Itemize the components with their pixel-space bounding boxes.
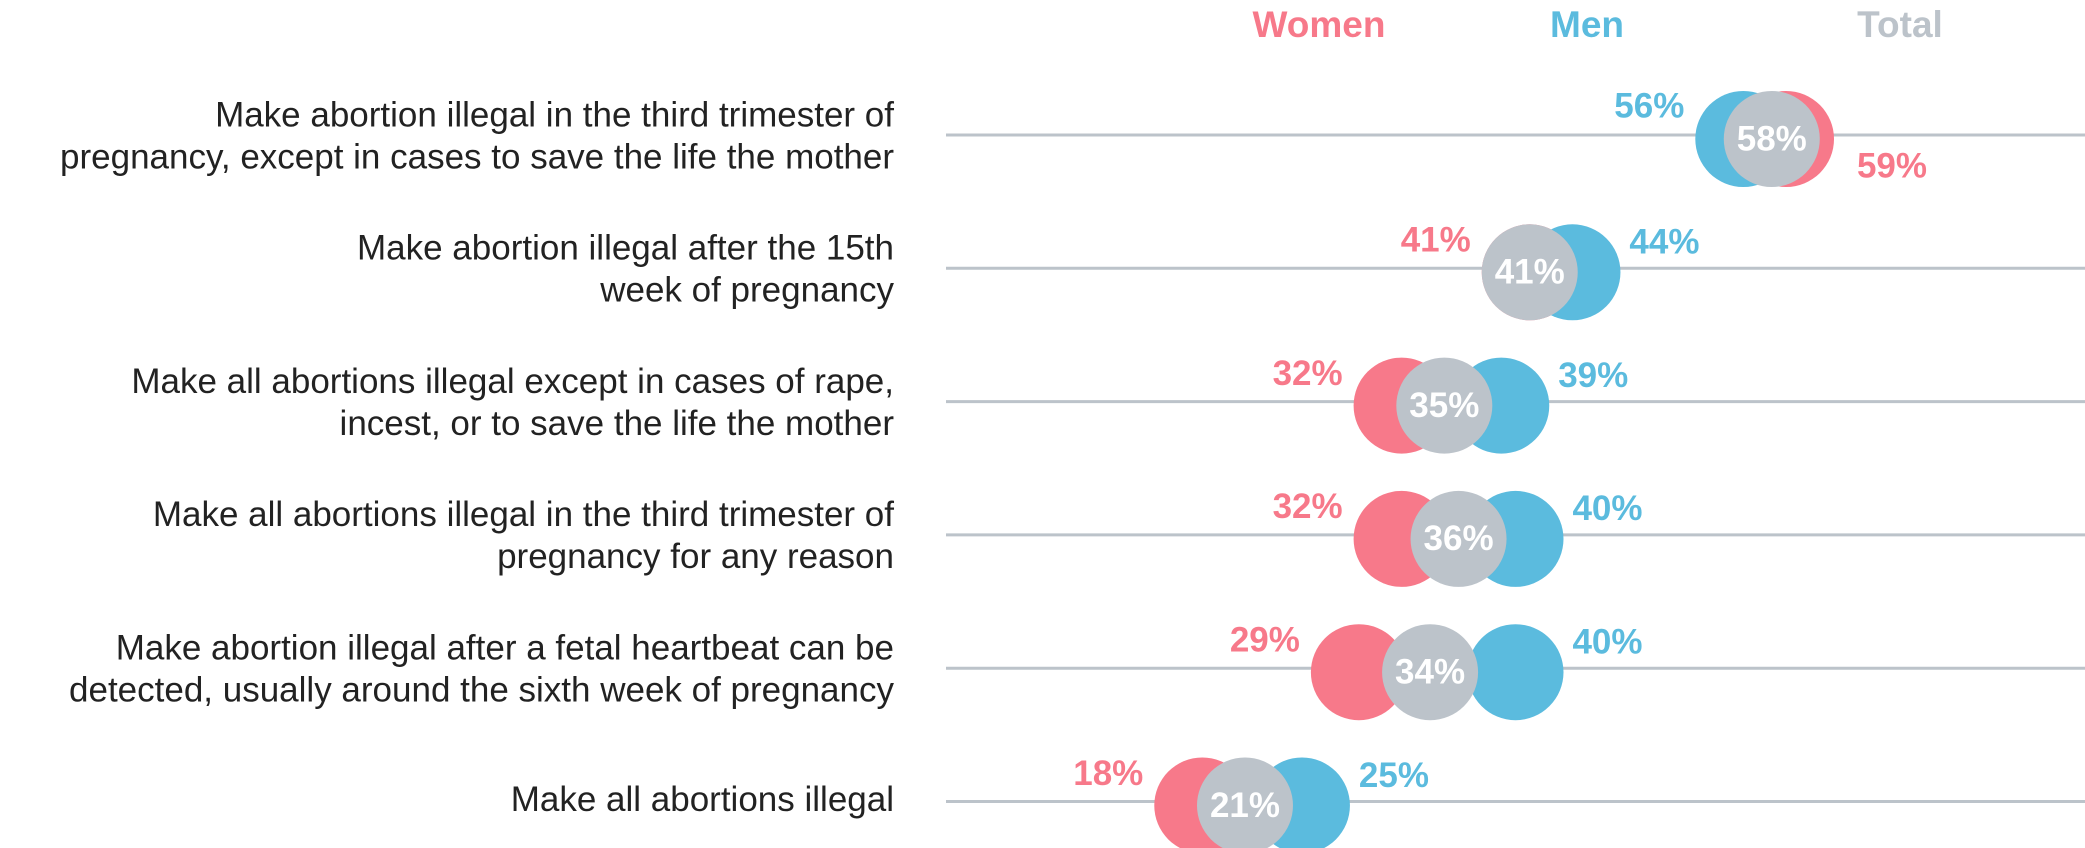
dot <box>1723 91 1820 187</box>
value-label: 35% <box>1409 386 1479 425</box>
category-label: incest, or to save the life the mother <box>340 404 895 443</box>
dot <box>1310 624 1407 721</box>
value-label: 32% <box>1273 487 1343 526</box>
value-label: 25% <box>1359 756 1429 795</box>
value-label: 56% <box>1614 86 1684 125</box>
value-label: 41% <box>1495 253 1565 292</box>
value-label: 21% <box>1210 786 1280 825</box>
value-label: 40% <box>1572 622 1642 661</box>
value-label: 32% <box>1273 354 1343 393</box>
category-label: Make all abortions illegal <box>511 780 894 819</box>
category-label: Make abortion illegal after a fetal hear… <box>116 628 894 667</box>
category-label: detected, usually around the sixth week … <box>69 670 894 709</box>
legend-label: Men <box>1550 4 1624 45</box>
dot <box>1467 624 1564 721</box>
legend-label: Total <box>1857 4 1943 45</box>
value-label: 41% <box>1401 221 1471 260</box>
dot <box>1396 357 1493 454</box>
legend-label: Women <box>1253 4 1386 45</box>
dot <box>1410 490 1507 587</box>
value-label: 39% <box>1558 356 1628 395</box>
category-label: Make all abortions illegal in the third … <box>153 495 894 534</box>
value-label: 34% <box>1395 652 1465 691</box>
category-label: Make abortion illegal after the 15th <box>357 229 894 268</box>
value-label: 18% <box>1073 754 1143 793</box>
dot <box>1197 757 1293 848</box>
value-label: 59% <box>1857 146 1927 185</box>
value-label: 44% <box>1629 223 1699 262</box>
value-label: 36% <box>1424 519 1494 558</box>
value-label: 58% <box>1737 119 1807 158</box>
value-label: 40% <box>1572 489 1642 528</box>
category-label: pregnancy, except in cases to save the l… <box>60 137 894 176</box>
category-label: Make all abortions illegal except in cas… <box>131 362 894 401</box>
category-label: Make abortion illegal in the third trime… <box>215 95 894 134</box>
category-label: week of pregnancy <box>599 271 894 310</box>
value-label: 29% <box>1230 620 1300 659</box>
dot <box>1481 224 1578 321</box>
dot <box>1382 624 1479 721</box>
category-label: pregnancy for any reason <box>497 537 894 576</box>
